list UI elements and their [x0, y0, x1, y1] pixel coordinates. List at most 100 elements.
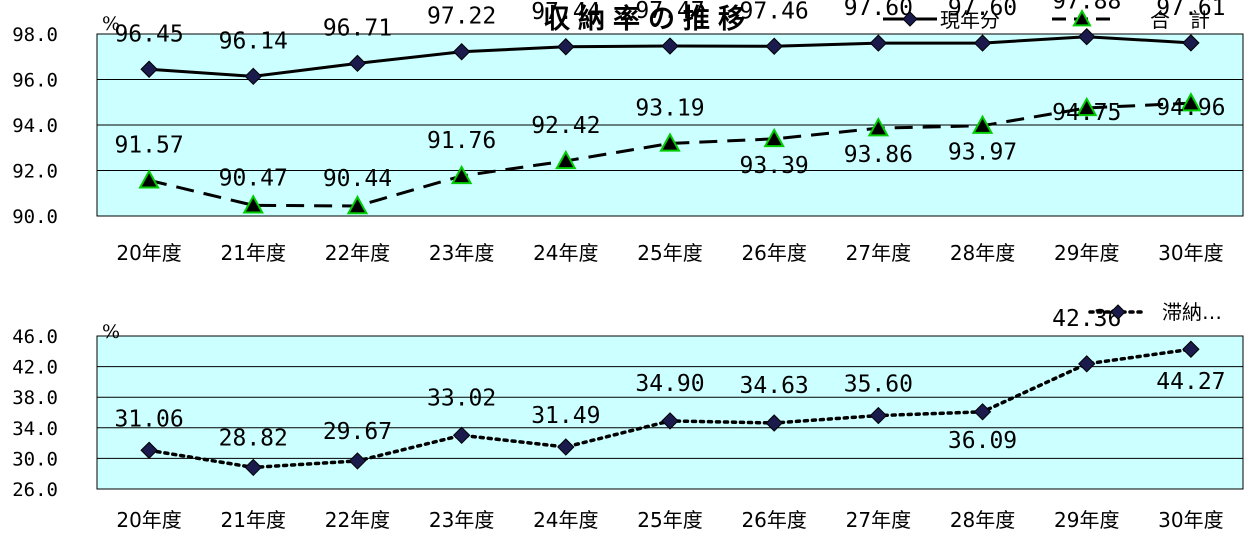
data-point-marker: [140, 60, 158, 78]
data-label: 92.42: [531, 113, 600, 139]
data-point-marker: [555, 149, 577, 170]
data-label: 44.27: [1156, 369, 1225, 395]
data-point-marker: [869, 34, 888, 52]
data-label: 42.36: [1052, 306, 1121, 332]
x-tick-label: 25年度: [637, 241, 702, 265]
x-tick-label: 26年度: [741, 508, 806, 532]
y-tick-label: 26.0: [12, 479, 58, 501]
data-label: 97.61: [1156, 0, 1225, 21]
data-point-marker: [973, 403, 992, 421]
y-tick-label: 94.0: [12, 115, 58, 137]
x-tick-label: 28年度: [950, 508, 1015, 532]
y-tick-label: 98.0: [12, 24, 58, 46]
data-label: 34.63: [740, 373, 809, 399]
x-tick-label: 25年度: [637, 508, 702, 532]
data-point-marker: [971, 114, 994, 134]
data-point-marker: [1076, 96, 1098, 117]
y-tick-label: 90.0: [12, 206, 58, 228]
data-point-marker: [348, 452, 367, 470]
x-tick-label: 24年度: [533, 508, 598, 532]
y-axis-unit: %: [102, 321, 120, 343]
data-label: 93.39: [740, 153, 809, 179]
data-point-marker: [452, 43, 471, 61]
data-point-marker: [867, 117, 890, 137]
data-label: 93.86: [844, 142, 913, 168]
data-point-marker: [346, 194, 369, 215]
x-tick-label: 20年度: [116, 241, 181, 265]
data-label: 28.82: [219, 425, 288, 451]
legend-marker: [902, 11, 918, 27]
series-line: [148, 101, 1191, 208]
data-label: 96.45: [114, 21, 183, 47]
x-tick-label: 29年度: [1054, 508, 1119, 532]
data-point-marker: [1180, 92, 1202, 112]
data-label: 36.09: [948, 428, 1017, 454]
data-point-marker: [661, 412, 679, 430]
data-label: 35.60: [844, 372, 913, 398]
y-tick-label: 46.0: [12, 326, 58, 348]
data-label: 97.46: [740, 0, 809, 24]
x-tick-label: 20年度: [116, 508, 181, 532]
data-point-marker: [659, 132, 681, 152]
y-tick-label: 30.0: [12, 448, 58, 470]
data-point-marker: [244, 458, 262, 477]
data-label: 91.57: [114, 132, 183, 158]
data-label: 97.88: [1052, 0, 1121, 15]
data-point-marker: [763, 127, 785, 148]
data-label: 97.60: [948, 0, 1017, 21]
y-tick-label: 96.0: [12, 70, 58, 92]
data-label: 93.97: [948, 140, 1017, 166]
x-tick-label: 23年度: [429, 508, 494, 532]
data-label: 31.49: [531, 403, 600, 429]
data-point-marker: [242, 194, 264, 214]
data-label: 96.71: [323, 15, 392, 41]
data-point-marker: [348, 54, 367, 73]
legend-label: 合 計: [1150, 8, 1210, 32]
data-label: 34.90: [635, 371, 704, 397]
data-point-marker: [557, 438, 575, 456]
data-point-marker: [1182, 340, 1200, 358]
data-point-marker: [1078, 355, 1096, 373]
x-tick-label: 22年度: [325, 508, 390, 532]
data-label: 29.67: [323, 419, 392, 445]
data-label: 97.22: [427, 4, 496, 30]
data-label: 90.47: [219, 165, 288, 191]
x-tick-label: 29年度: [1054, 241, 1119, 265]
x-tick-label: 21年度: [221, 508, 286, 532]
chart-bottom: 46.0 42.0 38.0 34.0 30.0 26.0% 20年度 21年度 22年度 23年…: [12, 300, 1244, 532]
chart-top: 98.0 96.0 94.0 92.0 90.0% 20年度 21年度 22年度 23年度 24年…: [12, 0, 1244, 265]
data-label: 31.06: [114, 406, 183, 432]
x-tick-label: 28年度: [950, 241, 1015, 265]
data-point-marker: [1182, 34, 1200, 52]
y-tick-label: 34.0: [12, 418, 58, 440]
data-point-marker: [1078, 28, 1096, 46]
x-tick-label: 27年度: [846, 508, 911, 532]
data-label: 97.47: [635, 0, 704, 24]
data-label: 97.44: [531, 0, 600, 25]
data-label: 33.02: [427, 385, 496, 411]
data-label: 91.76: [427, 128, 496, 154]
legend-marker: [1110, 304, 1126, 320]
data-point-marker: [765, 37, 783, 55]
data-point-marker: [140, 441, 158, 459]
data-point-marker: [244, 67, 262, 86]
chart-title: 収納率の推移: [543, 3, 753, 35]
data-label: 93.19: [635, 95, 704, 121]
data-label: 94.75: [1052, 100, 1121, 126]
data-point-marker: [557, 38, 575, 56]
y-tick-label: 38.0: [12, 387, 58, 409]
data-label: 96.14: [219, 28, 288, 54]
y-axis-unit: %: [102, 13, 120, 35]
x-tick-label: 30年度: [1158, 241, 1223, 265]
x-tick-label: 27年度: [846, 241, 911, 265]
x-tick-label: 22年度: [325, 241, 390, 265]
data-point-marker: [973, 34, 992, 52]
data-point-marker: [452, 426, 471, 445]
x-tick-label: 21年度: [221, 241, 286, 265]
y-tick-label: 42.0: [12, 357, 58, 379]
y-tick-label: 92.0: [12, 161, 58, 183]
legend-label: 滞納…: [1162, 300, 1222, 324]
data-point-marker: [450, 164, 473, 185]
data-point-marker: [869, 406, 888, 425]
